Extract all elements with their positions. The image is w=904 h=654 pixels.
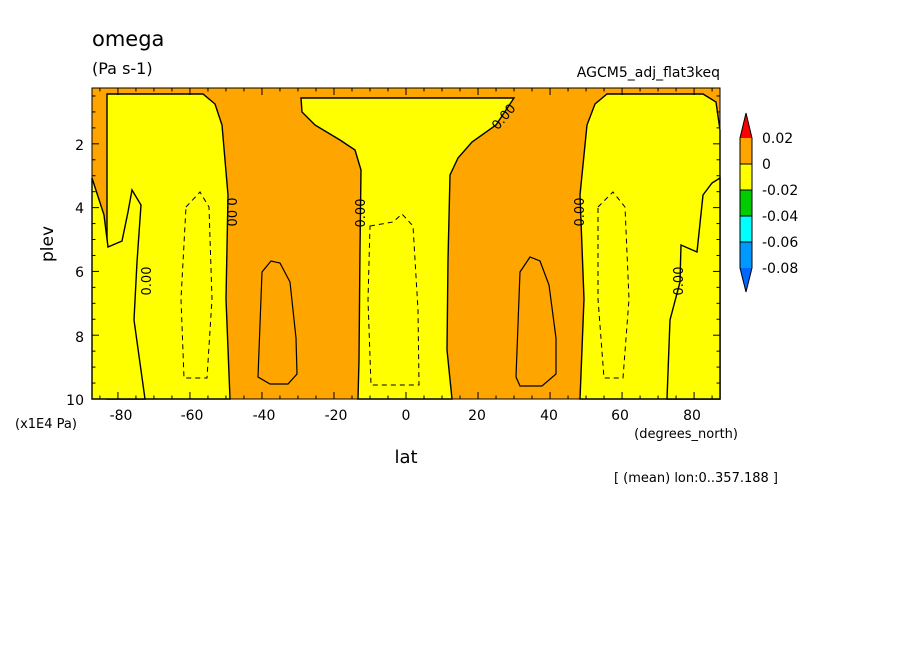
y-axis-ticks: [92, 95, 720, 400]
contour-label: 0.00: [140, 267, 155, 296]
positive-contour-north: [515, 256, 557, 387]
x-axis-ticks: [99, 88, 713, 399]
colorbar-swatch-above: [740, 113, 752, 138]
y-tick-label: 2: [75, 138, 84, 154]
x-tick-label: -60: [181, 408, 204, 424]
colorbar-label: 0.02: [762, 131, 793, 147]
footnote: [ (mean) lon:0..357.188 ]: [614, 471, 778, 486]
x-tick-label: 20: [468, 408, 486, 424]
colorbar-outline: [739, 112, 753, 293]
chart-title: omega: [92, 27, 164, 51]
negative-contour-south: [180, 191, 213, 379]
contour-label: 0.00: [223, 198, 238, 227]
colorbar: 0.02 0 -0.02 -0.04 -0.06 -0.08: [739, 112, 798, 293]
x-tick-label: 80: [683, 408, 701, 424]
colorbar-swatch: [740, 138, 752, 164]
colorbar-label: -0.06: [762, 235, 798, 251]
y-tick-label: 10: [66, 393, 84, 409]
x-tick-label: 0: [402, 408, 411, 424]
negative-contour-north: [597, 191, 630, 379]
x-tick-label: -40: [253, 408, 276, 424]
contour-label: 0.00: [354, 199, 369, 228]
colorbar-swatch-below: [740, 268, 752, 292]
x-tick-label: 40: [540, 408, 558, 424]
y-tick-label: 8: [75, 330, 84, 346]
colorbar-label: -0.08: [762, 261, 798, 277]
x-axis-label: lat: [394, 447, 417, 468]
positive-contour-south: [257, 260, 298, 385]
y-tick-label: 4: [75, 201, 84, 217]
y-tick-label: 6: [75, 265, 84, 281]
x-axis-units: (degrees_north): [634, 427, 738, 442]
x-tick-label: -80: [110, 408, 133, 424]
contour-label: 0.00: [672, 267, 687, 296]
colorbar-swatch: [740, 216, 752, 242]
y-axis-units: (x1E4 Pa): [15, 417, 77, 432]
negative-contour-equator: [367, 213, 420, 386]
colorbar-swatch: [740, 164, 752, 190]
negative-region-south: [106, 93, 231, 400]
colorbar-label: -0.04: [762, 209, 798, 225]
x-tick-label: -20: [325, 408, 348, 424]
contour-label: 0.00: [573, 198, 588, 227]
y-axis-label: plev: [38, 226, 58, 262]
colorbar-swatch: [740, 190, 752, 216]
colorbar-swatch: [740, 242, 752, 268]
x-tick-label: 60: [611, 408, 629, 424]
dataset-label: AGCM5_adj_flat3keq: [577, 65, 720, 81]
colorbar-label: 0: [762, 157, 771, 173]
chart-units: (Pa s-1): [92, 59, 153, 78]
colorbar-label: -0.02: [762, 183, 798, 199]
